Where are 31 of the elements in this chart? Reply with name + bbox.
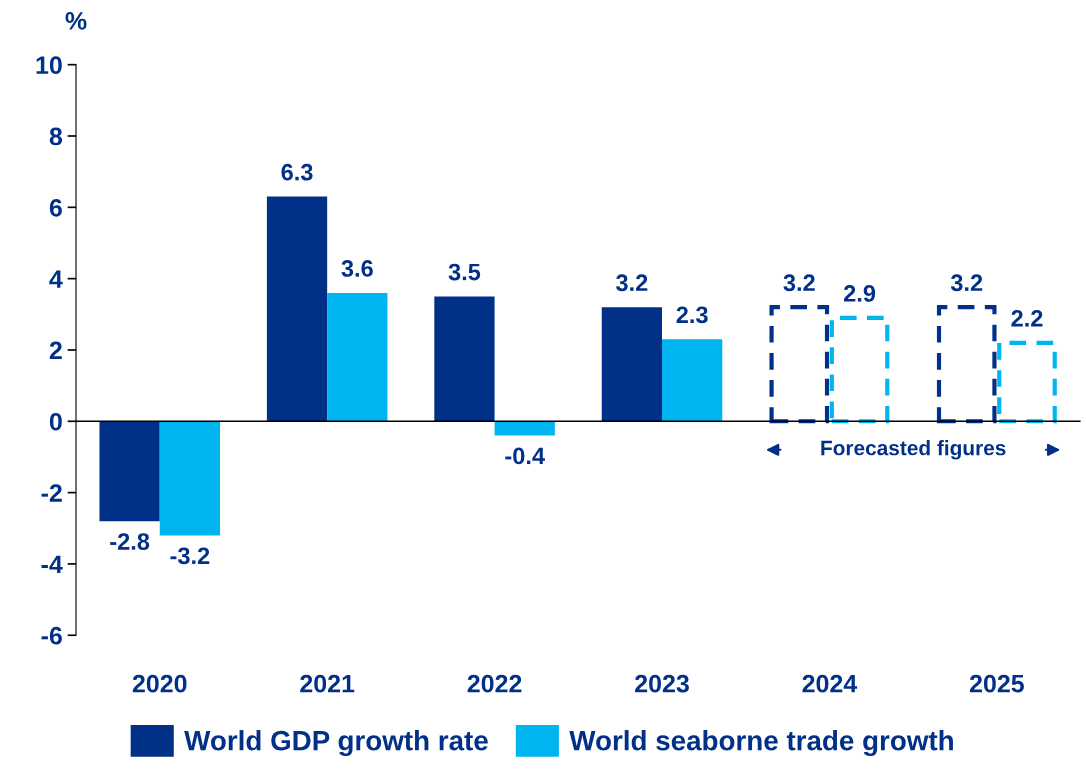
y-tick-label: 10	[36, 56, 62, 74]
data-label: 2.2	[1011, 310, 1043, 327]
annotation: Forecasted figures	[821, 440, 1006, 460]
y-tick-label: 6	[49, 198, 62, 217]
data-label: 3.2	[783, 274, 815, 292]
y-tick-label: 2	[49, 341, 62, 360]
data-label: 6.3	[281, 163, 313, 181]
y-axis-title: %	[65, 12, 87, 30]
data-label: 2.3	[676, 306, 708, 324]
y-tick-label: 0	[49, 412, 62, 431]
legend-label: World GDP growth rate	[184, 730, 488, 757]
data-label: -3.2	[170, 547, 210, 565]
legend-label: World seaborne trade growth	[569, 730, 953, 757]
x-tick-label: 2023	[635, 674, 689, 693]
data-label: 3.6	[341, 260, 373, 277]
x-tick-label: 2024	[802, 674, 858, 693]
x-tick-label: 2022	[467, 674, 522, 693]
x-tick-label: 2020	[132, 674, 187, 693]
y-tick-label: 4	[49, 270, 63, 288]
data-label: 3.2	[616, 274, 648, 292]
y-tick-label: -4	[41, 555, 63, 573]
data-label: 3.5	[448, 263, 481, 281]
data-label: -2.8	[110, 533, 150, 550]
y-tick-label: -2	[41, 484, 62, 502]
y-tick-label: -6	[41, 626, 62, 645]
x-tick-label: 2025	[969, 674, 1024, 693]
y-tick-label: 8	[49, 127, 63, 146]
data-label: 2.9	[843, 285, 876, 302]
data-label: -0.4	[505, 447, 545, 465]
x-tick-label: 2021	[300, 674, 355, 693]
data-label: 3.2	[950, 274, 983, 292]
